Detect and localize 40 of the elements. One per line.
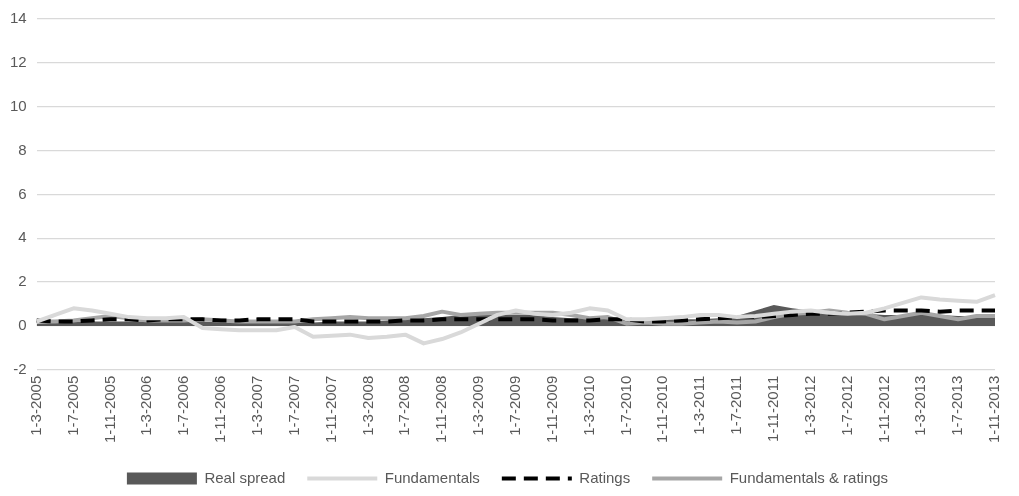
legend-label: Ratings (579, 468, 631, 486)
x-tick-label: 1-11-2009 (542, 375, 560, 444)
y-tick-label: 10 (10, 96, 27, 114)
x-tick-label: 1-7-2007 (284, 375, 302, 436)
x-tick-label: 1-11-2006 (211, 375, 229, 444)
x-tick-label: 1-7-2008 (395, 375, 413, 436)
x-tick-label: 1-3-2006 (137, 375, 155, 436)
x-tick-label: 1-3-2010 (579, 375, 597, 436)
x-tick-label: 1-3-2013 (911, 375, 929, 436)
x-tick-label: 1-7-2011 (727, 375, 745, 435)
x-tick-label: 1-3-2005 (26, 375, 44, 436)
x-tick-label: 1-7-2013 (948, 375, 966, 436)
y-tick-label: 0 (18, 316, 27, 334)
x-tick-label: 1-7-2009 (505, 375, 523, 436)
x-tick-label: 1-11-2013 (985, 375, 1003, 444)
x-tick-label: 1-3-2009 (469, 375, 487, 436)
x-tick-label: 1-3-2012 (800, 375, 818, 436)
x-tick-label: 1-11-2005 (100, 375, 118, 444)
x-tick-label: 1-11-2007 (321, 375, 339, 444)
y-tick-label: 4 (18, 228, 27, 246)
x-tick-label: 1-3-2011 (690, 375, 708, 435)
legend-label: Real spread (204, 468, 286, 486)
x-tick-label: 1-11-2011 (763, 375, 781, 442)
x-tick-label: 1-7-2012 (837, 375, 855, 436)
x-tick-label: 1-11-2010 (653, 375, 671, 444)
y-tick-label: 8 (18, 140, 27, 158)
x-tick-label: 1-7-2010 (616, 375, 634, 436)
x-tick-label: 1-3-2007 (247, 375, 265, 436)
y-tick-label: -2 (13, 359, 27, 377)
x-tick-label: 1-7-2006 (174, 375, 192, 436)
legend-label: Fundamentals (384, 468, 480, 486)
y-tick-label: 2 (18, 272, 27, 290)
x-tick-label: 1-7-2005 (63, 375, 81, 436)
x-tick-label: 1-11-2012 (874, 375, 892, 444)
y-tick-label: 6 (18, 184, 27, 202)
x-tick-label: 1-11-2008 (432, 375, 450, 444)
legend-label: Fundamentals & ratings (729, 468, 889, 486)
y-tick-label: 12 (10, 52, 27, 70)
y-tick-label: 14 (10, 9, 27, 27)
x-tick-label: 1-3-2008 (358, 375, 376, 436)
